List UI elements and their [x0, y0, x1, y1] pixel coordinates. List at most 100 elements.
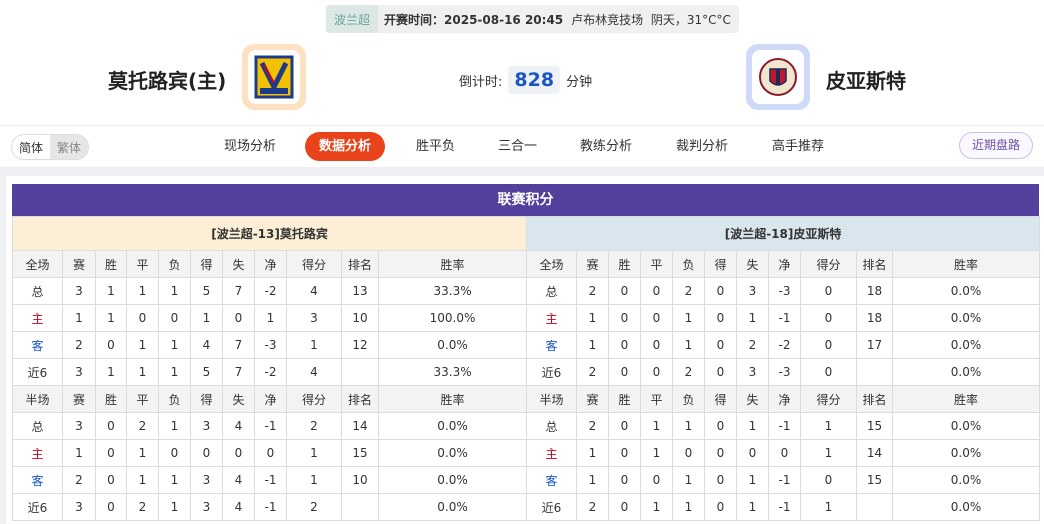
home-crest-icon: [254, 55, 294, 99]
lang-traditional[interactable]: 繁体: [50, 135, 89, 159]
table-row: 总 3 0 2 1 3 4 -1 2 14 0.0%: [12, 412, 528, 440]
column-header: 失: [736, 250, 769, 278]
table-cell: 1: [736, 304, 769, 332]
table-cell: 17: [856, 331, 893, 359]
tab-data-analysis[interactable]: 数据分析: [305, 132, 386, 161]
table-cell: 1: [640, 493, 673, 521]
countdown-unit: 分钟: [566, 74, 593, 90]
column-header: 排名: [341, 385, 379, 413]
table-cell: 0: [95, 493, 127, 521]
table-cell: 0: [95, 412, 127, 440]
table-row: 客 1 0 0 1 0 2 -2 0 17 0.0%: [526, 331, 1041, 359]
table-cell: 7: [222, 277, 255, 305]
column-header: 得: [190, 385, 223, 413]
column-header: 排名: [341, 250, 379, 278]
table-cell: 0: [608, 493, 641, 521]
column-header: 负: [158, 385, 191, 413]
table-cell: -1: [768, 412, 801, 440]
table-row: 主 1 1 0 0 1 0 1 3 10 100.0%: [12, 304, 528, 332]
column-header: 平: [640, 385, 673, 413]
table-cell: 15: [856, 466, 893, 494]
column-header: 平: [126, 385, 159, 413]
table-cell: 0: [640, 466, 673, 494]
table-cell: 2: [576, 277, 609, 305]
table-cell: 3: [62, 412, 96, 440]
tab-coach-analysis[interactable]: 教练分析: [580, 139, 633, 154]
table-cell: -1: [768, 493, 801, 521]
table-cell: 0: [800, 358, 857, 386]
column-header: 负: [158, 250, 191, 278]
table-cell: 0: [640, 304, 673, 332]
home-team-name[interactable]: 莫托路宾(主): [108, 69, 227, 93]
table-cell: 1: [158, 358, 191, 386]
table-cell: 0: [736, 439, 769, 467]
table-cell: 2: [62, 466, 96, 494]
table-cell: 3: [62, 358, 96, 386]
lang-simplified[interactable]: 简体: [19, 141, 44, 155]
away-team-name[interactable]: 皮亚斯特: [826, 69, 906, 93]
table-cell: 0: [704, 493, 737, 521]
table-row: 主 1 0 1 0 0 0 0 1 14 0.0%: [526, 439, 1041, 467]
table-cell: 3: [62, 277, 96, 305]
table-cell: 0: [768, 439, 801, 467]
table-cell: 14: [856, 439, 893, 467]
table-cell: 2: [286, 493, 342, 521]
home-team-logo[interactable]: [242, 44, 306, 110]
countdown: 倒计时: 828 分钟: [459, 66, 592, 94]
table-cell: -1: [768, 304, 801, 332]
column-header: 失: [222, 385, 255, 413]
table-cell: -1: [254, 466, 287, 494]
table-cell: 0: [672, 439, 705, 467]
table-cell: 1: [95, 304, 127, 332]
table-cell: 0.0%: [377, 493, 528, 521]
table-cell: 0: [254, 439, 287, 467]
table-cell: 1: [158, 412, 191, 440]
column-header: 排名: [856, 250, 893, 278]
table-cell: 4: [222, 412, 255, 440]
table-cell: 0: [800, 331, 857, 359]
table-cell: 14: [341, 412, 379, 440]
column-header: 胜率: [377, 250, 528, 278]
column-header: 平: [126, 250, 159, 278]
away-team-logo[interactable]: [746, 44, 810, 110]
tab-win-draw-lose[interactable]: 胜平负: [416, 139, 456, 154]
home-standings-table: [波兰超-13]莫托路宾 全场赛胜平负得失净得分 排名 胜率总 3 1 1 1 5 7 -2 4 13 3…: [11, 216, 528, 521]
table-cell: 0: [640, 358, 673, 386]
match-info-bar: 波兰超 开赛时间：2025-08-16 20:45 卢布林竞技场 阴天，31°C…: [326, 5, 739, 33]
column-header: 全场: [12, 250, 63, 278]
table-cell: 10: [341, 304, 379, 332]
table-row: 近6 2 0 0 2 0 3 -3 0 0.0%: [526, 358, 1041, 386]
row-label: 客: [12, 331, 63, 359]
recent-odds-button[interactable]: 近期盘路: [959, 132, 1034, 159]
table-cell: 3: [190, 466, 223, 494]
tab-expert-picks[interactable]: 高手推荐: [772, 139, 825, 154]
table-cell: 1: [736, 466, 769, 494]
row-label: 总: [526, 412, 577, 440]
table-cell: 1: [286, 466, 342, 494]
row-label: 近6: [12, 493, 63, 521]
row-label: 近6: [526, 493, 577, 521]
table-cell: 1: [286, 439, 342, 467]
table-row: 近6 3 1 1 1 5 7 -2 4 33.3%: [12, 358, 528, 386]
table-cell: 1: [672, 304, 705, 332]
table-cell: 33.3%: [377, 277, 528, 305]
table-cell: 5: [190, 358, 223, 386]
table-cell: 1: [640, 412, 673, 440]
tab-three-in-one[interactable]: 三合一: [498, 139, 538, 154]
language-toggle[interactable]: 简体 繁体: [11, 134, 90, 160]
tab-referee-analysis[interactable]: 裁判分析: [676, 139, 729, 154]
column-header: 赛: [576, 385, 609, 413]
table-cell: -2: [254, 277, 287, 305]
table-cell: 0.0%: [891, 466, 1041, 494]
venue: 卢布林竞技场 阴天，31°C°C: [571, 11, 739, 28]
league-label[interactable]: 波兰超: [326, 5, 379, 33]
table-cell: 0: [95, 439, 127, 467]
table-cell: 100.0%: [377, 304, 528, 332]
table-cell: 0.0%: [891, 412, 1041, 440]
table-cell: 3: [286, 304, 342, 332]
table-cell: 2: [576, 493, 609, 521]
tab-live-analysis[interactable]: 现场分析: [224, 139, 277, 154]
table-cell: 0.0%: [891, 493, 1041, 521]
table-cell: 2: [286, 412, 342, 440]
table-row: 客 1 0 0 1 0 1 -1 0 15 0.0%: [526, 466, 1041, 494]
